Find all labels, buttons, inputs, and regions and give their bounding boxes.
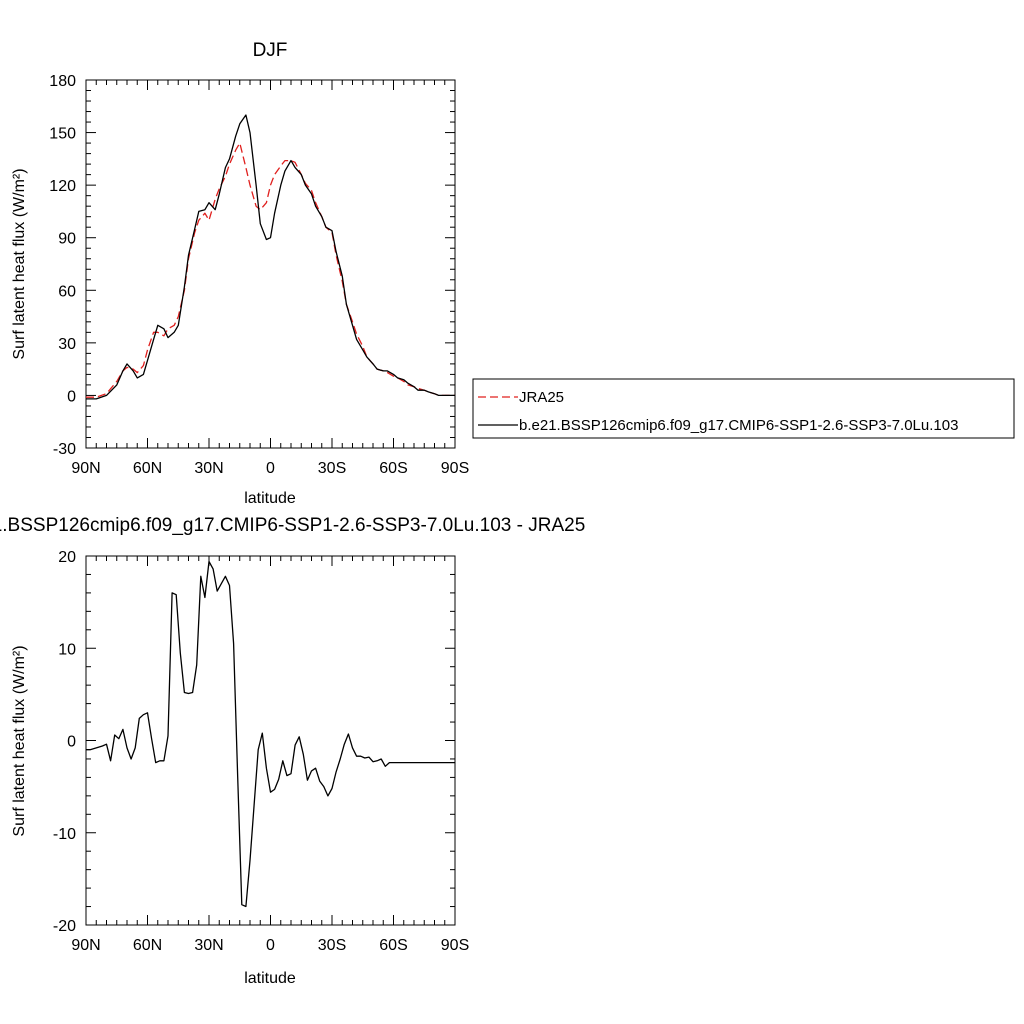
top-chart-frame [85,79,456,449]
legend-label-jra25: JRA25 [519,389,564,406]
top-chart-ytick-label: 0 [67,388,76,405]
bottom-chart-xlabel: latitude [244,970,296,987]
top-chart-title: DJF [253,40,288,61]
legend: JRA25 b.e21.BSSP126cmip6.f09_g17.CMIP6-S… [472,378,1015,439]
top-chart-xtick-label: 30S [318,460,346,477]
top-chart-ytick-label: -30 [53,441,76,458]
top-chart-ytick-label: 30 [58,336,76,353]
bottom-chart-ytick-label: -20 [53,918,76,935]
top-chart: DJF Surf latent heat flux (W/m²) latitud… [11,40,469,507]
bottom-chart: b.e21.BSSP126cmip6.f09_g17.CMIP6-SSP1-2.… [0,515,585,987]
top-chart-ytick-label: 180 [49,73,76,90]
top-chart-xtick-label: 90N [71,460,100,477]
bottom-chart-xtick-label: 30N [194,937,223,954]
top-chart-xtick-label: 60S [379,460,407,477]
top-chart-xtick-label: 30N [194,460,223,477]
bottom-chart-xtick-label: 0 [266,937,275,954]
bottom-chart-frame [85,555,456,926]
top-chart-xtick-label: 90S [441,460,469,477]
bottom-chart-xtick-label: 90S [441,937,469,954]
bottom-chart-xtick-label: 90N [71,937,100,954]
bottom-chart-xtick-label: 60N [133,937,162,954]
bottom-chart-xtick-label: 30S [318,937,346,954]
bottom-chart-difference-line [86,560,455,908]
bottom-chart-ytick-label: -10 [53,826,76,843]
top-chart-ytick-label: 150 [49,126,76,143]
top-chart-series-model-line [86,114,455,400]
bottom-chart-ylabel: Surf latent heat flux (W/m²) [11,645,28,836]
bottom-chart-title: b.e21.BSSP126cmip6.f09_g17.CMIP6-SSP1-2.… [0,515,585,536]
legend-label-model: b.e21.BSSP126cmip6.f09_g17.CMIP6-SSP1-2.… [519,417,958,434]
bottom-chart-ytick-label: 0 [67,734,76,751]
top-chart-ytick-label: 120 [49,178,76,195]
bottom-chart-xtick-label: 60S [379,937,407,954]
top-chart-xtick-label: 60N [133,460,162,477]
top-chart-xlabel: latitude [244,490,296,507]
top-chart-ylabel: Surf latent heat flux (W/m²) [11,168,28,359]
top-chart-xtick-label: 0 [266,460,275,477]
bottom-chart-ytick-label: 10 [58,641,76,658]
bottom-chart-ytick-label: 20 [58,549,76,566]
top-chart-series-jra25-line [86,142,455,398]
top-chart-ytick-label: 90 [58,231,76,248]
legend-box [472,378,1015,439]
top-chart-ytick-label: 60 [58,283,76,300]
